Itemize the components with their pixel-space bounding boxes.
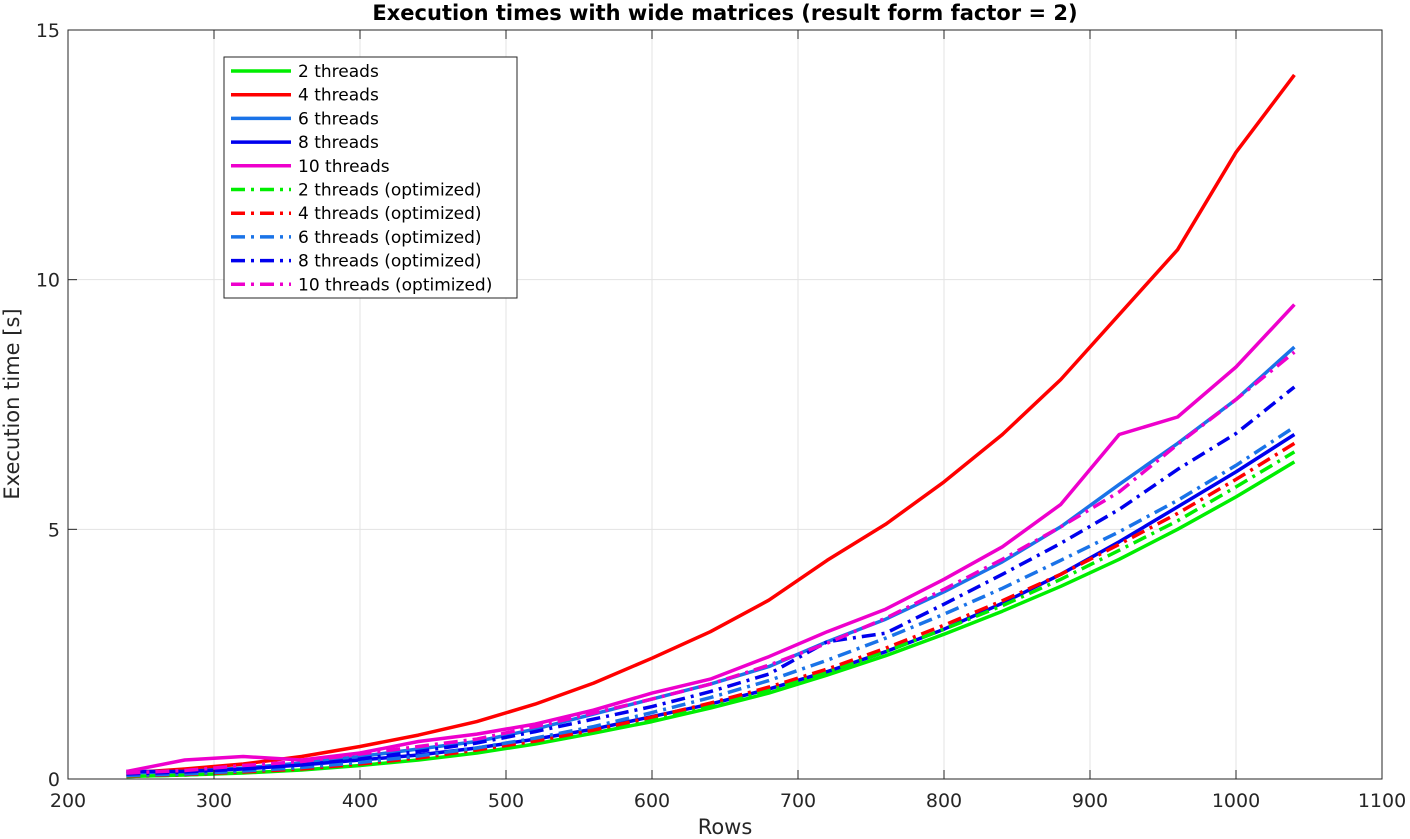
series-line-2 <box>126 73 1296 775</box>
x-tick-label: 1000 <box>1212 790 1260 812</box>
legend-entry-label: 10 threads <box>298 157 390 177</box>
legend-entry-label: 6 threads (optimized) <box>298 228 482 248</box>
series-line-9 <box>126 385 1296 776</box>
legend-entry-label: 4 threads <box>298 86 379 106</box>
y-axis-label: Execution time [s] <box>0 308 24 499</box>
x-tick-label: 1100 <box>1358 790 1406 812</box>
series-lines <box>126 73 1296 779</box>
legend: 2 threads 4 threads 6 threads 8 threads 10 t… <box>223 56 518 299</box>
y-tick-label: 5 <box>48 519 60 541</box>
x-tick-label: 600 <box>634 790 670 812</box>
legend-entry-label: 10 threads (optimized) <box>298 275 492 295</box>
legend-entry-label: 2 threads <box>298 62 379 82</box>
y-tick-label: 15 <box>36 20 60 42</box>
x-tick-label: 500 <box>488 790 524 812</box>
legend-entry-label: 8 threads (optimized) <box>298 252 482 272</box>
legend-entry-label: 8 threads <box>298 133 379 153</box>
x-tick-label: 900 <box>1072 790 1108 812</box>
x-tick-label: 700 <box>780 790 816 812</box>
x-tick-label: 800 <box>926 790 962 812</box>
x-tick-label: 300 <box>196 790 232 812</box>
legend-entry-label: 4 threads (optimized) <box>298 204 482 224</box>
legend-entry-label: 6 threads <box>298 109 379 129</box>
series-line-10 <box>126 350 1296 775</box>
y-tick-label: 0 <box>48 769 60 791</box>
chart-title: Execution times with wide matrices (resu… <box>372 1 1077 25</box>
legend-box <box>223 56 518 299</box>
legend-entry-label: 2 threads (optimized) <box>298 181 482 201</box>
series-line-8 <box>126 425 1296 778</box>
axis-ticks: 200 300 400 500 600 700 800 900 1000 1100 0 5 10 15 <box>36 20 1406 812</box>
x-tick-label: 400 <box>342 790 378 812</box>
x-axis-label: Rows <box>698 815 753 839</box>
y-tick-label: 10 <box>36 270 60 292</box>
x-tick-label: 200 <box>50 790 86 812</box>
plot-frame <box>67 29 1383 780</box>
